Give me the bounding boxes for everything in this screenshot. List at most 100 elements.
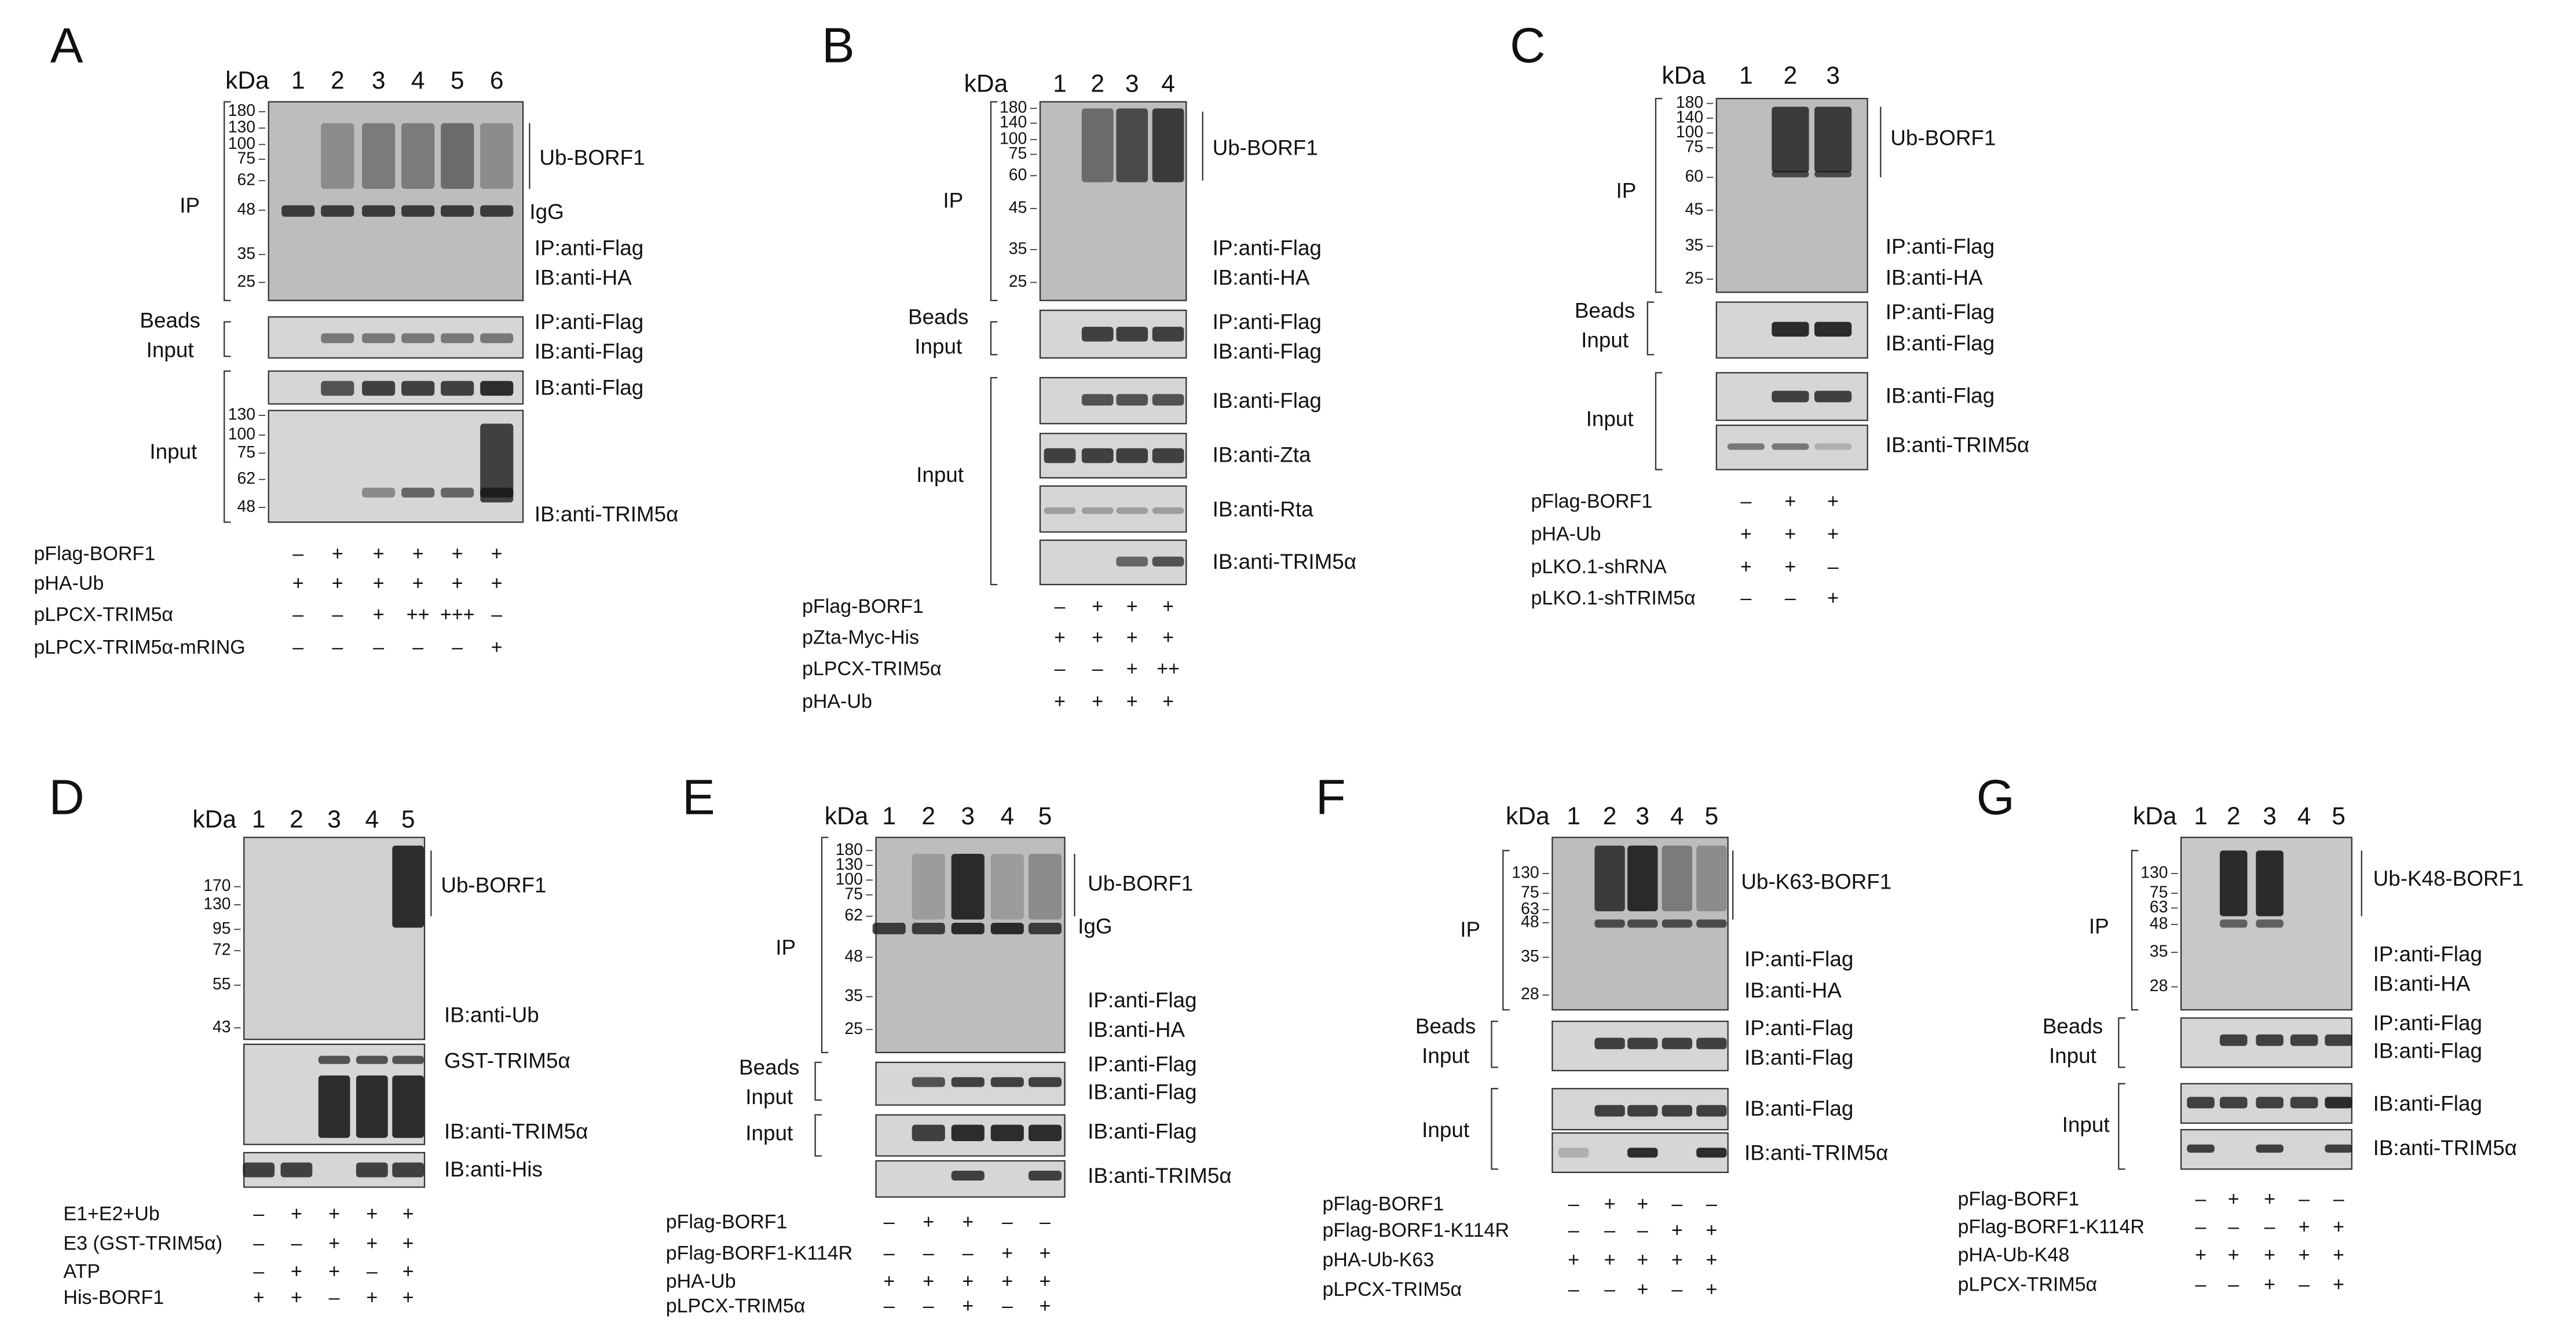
- lane-number: 5: [1038, 803, 1052, 830]
- condition-value: –: [1706, 1193, 1717, 1215]
- mw-marker: 100: [228, 425, 255, 444]
- condition-value: +: [1827, 490, 1839, 512]
- mw-marker: 180: [1000, 98, 1027, 117]
- blot-label: IB:anti-Zta: [1213, 443, 1311, 467]
- condition-name: pHA-Ub-K48: [1958, 1244, 2070, 1266]
- mw-marker: 130: [203, 894, 230, 913]
- band: [321, 123, 354, 189]
- band: [2219, 1034, 2248, 1046]
- condition-value: +: [373, 543, 385, 565]
- condition-value: +: [2299, 1216, 2310, 1238]
- lane-number: 2: [1091, 71, 1104, 98]
- blot-label: IB:anti-TRIM5α: [535, 502, 678, 526]
- band: [990, 1077, 1024, 1087]
- blot-label: IB:anti-Flag: [1213, 389, 1322, 412]
- bracket: [821, 836, 829, 1054]
- band: [2187, 1097, 2215, 1109]
- condition-name: pZta-Myc-His: [802, 627, 919, 649]
- condition-value: +: [2264, 1244, 2275, 1266]
- mw-marker: 130: [228, 405, 255, 424]
- mw-marker: 180: [1676, 93, 1703, 112]
- band: [990, 853, 1024, 920]
- condition-value: +: [1040, 1270, 1051, 1292]
- condition-value: +: [332, 543, 343, 565]
- band: [1081, 327, 1114, 342]
- blot-label: IB:anti-HA: [2373, 971, 2471, 995]
- bracket: [814, 1114, 822, 1157]
- condition-value: –: [1092, 657, 1103, 679]
- band: [2219, 850, 2248, 916]
- band: [362, 205, 396, 217]
- mw-marker: 75: [1009, 144, 1027, 163]
- band: [441, 487, 474, 498]
- condition-value: +: [402, 1260, 414, 1282]
- condition-value: +: [923, 1270, 934, 1292]
- condition-name: pLPCX-TRIM5α: [666, 1295, 806, 1317]
- lane-number: 3: [2263, 803, 2277, 830]
- condition-value: +: [883, 1270, 895, 1292]
- band: [401, 487, 435, 498]
- lane-number: 4: [1670, 803, 1684, 830]
- mw-marker: 35: [1009, 239, 1027, 258]
- blot-label: IB:anti-TRIM5α: [1886, 433, 2029, 457]
- bracket: [2118, 1083, 2125, 1170]
- lane-number: 3: [327, 806, 341, 834]
- band: [951, 853, 985, 920]
- band: [2256, 850, 2284, 916]
- lane-number: 3: [1826, 62, 1840, 89]
- mw-marker: 25: [1009, 272, 1027, 291]
- mw-marker: 48: [1521, 913, 1539, 931]
- bracket: [1655, 97, 1663, 293]
- condition-name: pLPCX-TRIM5α: [1958, 1273, 2098, 1295]
- band: [401, 123, 435, 189]
- blot-label: IP:anti-Flag: [1886, 300, 1995, 324]
- lane-number: 1: [1739, 62, 1753, 89]
- mw-marker: 60: [1685, 167, 1704, 186]
- condition-value: –: [2196, 1273, 2207, 1295]
- blot-label: IB:anti-TRIM5α: [1744, 1141, 1888, 1164]
- condition-value: –: [1671, 1278, 1682, 1300]
- group-label: Beads: [1415, 1014, 1476, 1038]
- band: [1028, 1124, 1062, 1142]
- mw-marker: 28: [1521, 985, 1539, 1003]
- condition-value: +: [1001, 1270, 1013, 1292]
- lane-number: 6: [490, 67, 504, 94]
- band: [2256, 919, 2284, 928]
- condition-value: +: [2264, 1273, 2275, 1295]
- condition-name: pHA-Ub: [34, 572, 104, 594]
- condition-value: +: [1092, 627, 1103, 649]
- band: [1662, 1037, 1692, 1050]
- condition-value: +: [1740, 523, 1752, 545]
- band: [1627, 1037, 1658, 1050]
- group-label: Input: [745, 1085, 793, 1109]
- condition-value: +: [491, 543, 503, 565]
- condition-name: His-BORF1: [63, 1287, 164, 1309]
- condition-value: –: [1740, 490, 1751, 512]
- condition-value: +: [1706, 1219, 1717, 1241]
- mw-marker: 63: [1521, 900, 1539, 918]
- kda-label: kDa: [192, 806, 236, 834]
- condition-name: pFlag-BORF1: [802, 595, 924, 618]
- band: [2219, 919, 2248, 928]
- band: [990, 1124, 1024, 1142]
- mw-marker: 45: [1009, 198, 1027, 217]
- band: [1028, 1077, 1062, 1087]
- band: [1594, 1037, 1625, 1050]
- blot-label: IB:anti-Flag: [1744, 1097, 1853, 1120]
- group-label: Beads: [2043, 1014, 2103, 1038]
- bracket: [1646, 301, 1655, 356]
- condition-value: –: [291, 1233, 302, 1255]
- blot-label: IB:anti-Flag: [535, 339, 643, 363]
- mw-marker: 48: [2150, 914, 2168, 933]
- blot-label: Ub-BORF1: [1890, 126, 1996, 150]
- blot-label: GST-TRIM5α: [444, 1049, 570, 1073]
- condition-value: +: [491, 572, 503, 594]
- blot-label: IB:anti-HA: [1088, 1018, 1185, 1042]
- blot-label: Ub-BORF1: [1213, 136, 1318, 160]
- condition-value: –: [884, 1243, 895, 1265]
- band: [2219, 1097, 2248, 1109]
- group-label: Input: [2062, 1113, 2110, 1137]
- band: [480, 423, 514, 503]
- mw-marker: 75: [237, 443, 256, 462]
